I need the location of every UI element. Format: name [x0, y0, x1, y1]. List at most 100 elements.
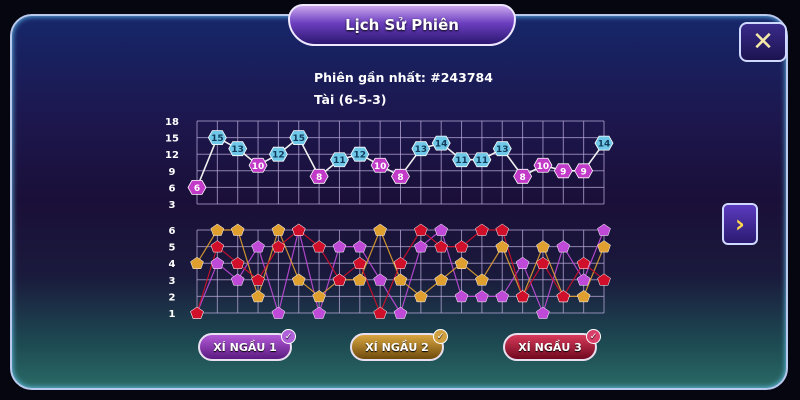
sum-value-label: 11 [476, 156, 489, 166]
dice-2-marker [230, 223, 245, 236]
dice-2-marker [210, 223, 225, 236]
sum-value-label: 8 [519, 173, 525, 183]
dice-1-marker [353, 240, 367, 253]
latest-session-label: Phiên gần nhất: #243784 [314, 70, 493, 85]
sum-value-label: 10 [537, 162, 550, 172]
dice-1-marker [576, 273, 591, 286]
dice-2-marker [576, 290, 591, 303]
sum-value-label: 9 [560, 167, 566, 177]
dice-1-marker [556, 240, 571, 253]
y-tick-label: 3 [169, 200, 176, 211]
y-tick-label: 5 [169, 243, 176, 254]
dice-2-marker [495, 240, 510, 253]
dice-3-marker [271, 240, 286, 253]
dice-1-marker [312, 306, 326, 319]
dice-1-label: XÍ NGẦU 1 [213, 340, 277, 354]
close-button[interactable]: ✕ [739, 22, 787, 62]
sum-marker [248, 157, 268, 173]
dice-3-marker [230, 256, 245, 269]
dice-2-marker [190, 256, 204, 269]
sum-value-label: 11 [455, 156, 468, 166]
sum-value-label: 11 [333, 156, 346, 166]
dice-3-marker [454, 240, 469, 253]
history-panel [10, 14, 788, 390]
dice-1-toggle[interactable]: XÍ NGẦU 1 ✓ [198, 329, 296, 361]
dice-3-marker [576, 256, 591, 269]
sum-value-label: 14 [435, 140, 448, 150]
sum-marker [513, 168, 533, 184]
sum-value-label: 12 [354, 151, 367, 161]
next-page-button[interactable]: › [722, 203, 758, 245]
dice-3-marker [536, 256, 550, 269]
sum-value-label: 10 [252, 162, 265, 172]
y-tick-label: 2 [169, 292, 176, 303]
sum-marker [452, 152, 472, 168]
check-icon: ✓ [433, 329, 448, 344]
dice-1-marker [251, 240, 265, 253]
sum-marker [329, 152, 349, 168]
dice-3-marker [190, 306, 204, 319]
y-tick-label: 15 [165, 134, 179, 145]
dice-3-marker [393, 256, 408, 269]
latest-result: Tài (6-5-3) [314, 92, 387, 107]
sum-marker [391, 168, 410, 184]
dice-1-marker [495, 290, 510, 303]
close-icon: ✕ [752, 27, 774, 57]
dice-3-marker [312, 240, 326, 253]
dice-3-marker [475, 223, 489, 236]
y-tick-label: 9 [169, 167, 176, 178]
dice-1-marker [210, 256, 225, 269]
dice-3-marker [332, 273, 347, 286]
sum-value-label: 8 [397, 173, 403, 183]
y-tick-label: 1 [169, 309, 176, 320]
y-tick-label: 6 [169, 226, 176, 237]
sum-value-label: 13 [496, 145, 509, 155]
dice-3-marker [291, 223, 306, 236]
dice-2-marker [312, 290, 326, 303]
dice-3-marker [515, 290, 530, 303]
dice-1-marker [414, 240, 428, 253]
sum-marker [574, 163, 594, 179]
sum-marker [411, 141, 431, 157]
dice-1-marker [597, 223, 611, 236]
sum-marker [207, 130, 227, 146]
dice-3-marker [556, 290, 571, 303]
y-tick-label: 12 [165, 150, 179, 161]
dice-3-marker [434, 240, 448, 253]
dice-3-marker [353, 256, 367, 269]
check-icon: ✓ [586, 329, 601, 344]
sum-marker [268, 146, 288, 162]
sum-marker [228, 141, 248, 157]
dice-3-marker [210, 240, 225, 253]
panel-title: Lịch Sử Phiên [288, 4, 516, 46]
dice-3-toggle[interactable]: XÍ NGẦU 3 ✓ [503, 329, 601, 361]
dice-1-marker [536, 306, 550, 319]
dice-1-marker [230, 273, 245, 286]
sum-marker [370, 157, 390, 173]
sum-value-label: 15 [292, 134, 305, 144]
dice-2-marker [536, 240, 550, 253]
dice-2-toggle[interactable]: XÍ NGẦU 2 ✓ [350, 329, 448, 361]
sum-marker [553, 163, 573, 179]
sum-value-label: 12 [272, 151, 285, 161]
sum-marker [533, 157, 553, 173]
dice-2-marker [475, 273, 489, 286]
dice-1-marker [454, 290, 469, 303]
dice-3-label: XÍ NGẦU 3 [518, 340, 582, 354]
sum-marker [431, 135, 451, 151]
check-icon: ✓ [281, 329, 296, 344]
sum-marker [309, 168, 329, 184]
sum-marker [472, 152, 492, 168]
dice-3-marker [373, 306, 387, 319]
dice-1-marker [393, 306, 408, 319]
dice-1-marker [271, 306, 286, 319]
dice-2-marker [434, 273, 448, 286]
sum-value-label: 6 [194, 184, 200, 194]
dice-2-marker [393, 273, 408, 286]
dice-2-marker [414, 290, 428, 303]
dice-2-marker [271, 223, 286, 236]
dice-1-marker [515, 256, 530, 269]
dice-chart: 6 5 4 3 2 1 [169, 223, 611, 320]
dice-3-marker [414, 223, 428, 236]
